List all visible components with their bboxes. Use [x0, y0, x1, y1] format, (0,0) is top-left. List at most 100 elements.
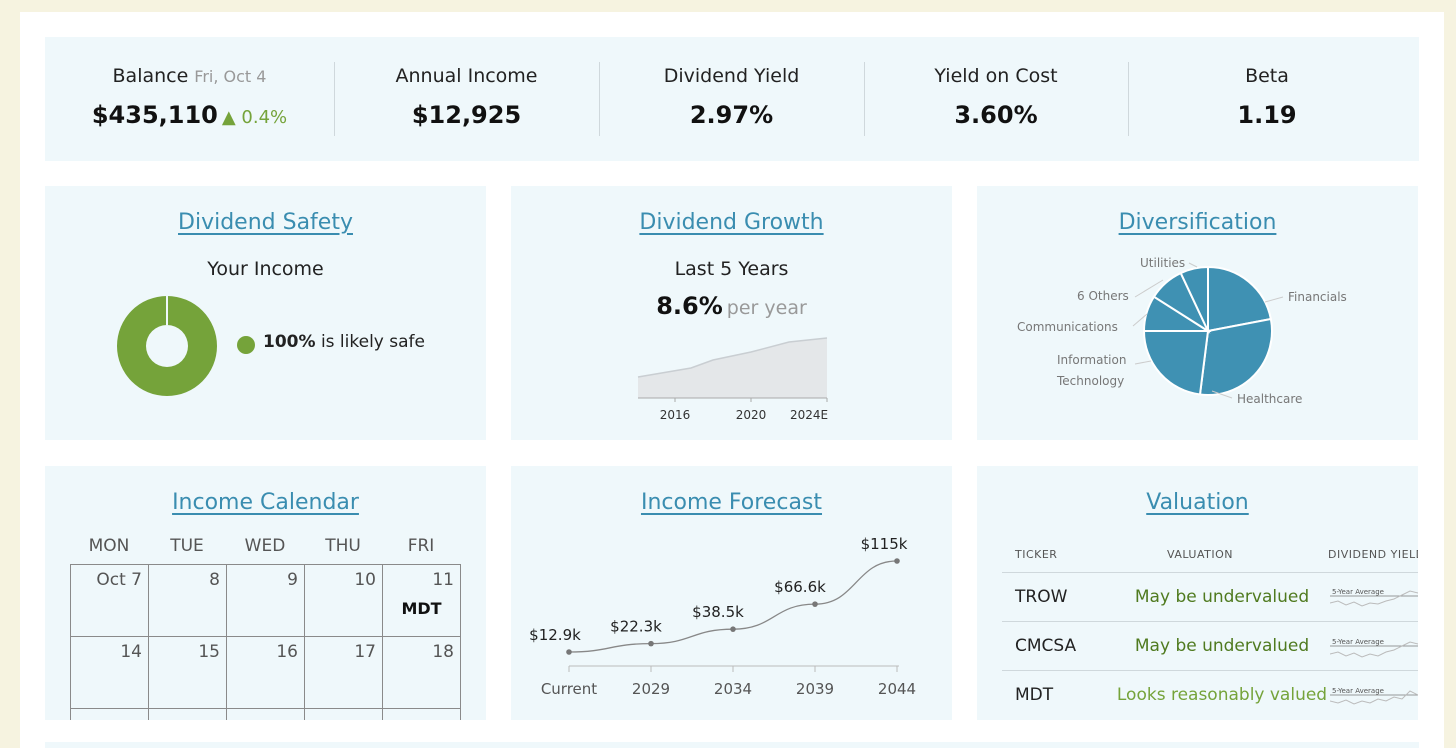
- calendar-day-cell[interactable]: 10: [305, 564, 383, 636]
- table-row[interactable]: CMCSA May be undervalued 5-Year Average: [1002, 621, 1418, 670]
- pie-slice-healthcare[interactable]: [1198, 317, 1273, 396]
- calendar-day-cell[interactable]: 17: [305, 636, 383, 708]
- dividend-safety-link[interactable]: Dividend Safety: [178, 210, 353, 235]
- calendar-day-cell[interactable]: Oct 7: [71, 564, 149, 636]
- forecast-value-label: $12.9k: [529, 626, 581, 644]
- forecast-point[interactable]: [648, 640, 654, 647]
- calendar-date: 9: [287, 570, 298, 590]
- dashboard-page: Balance Fri, Oct 4 $435,110 ▲ 0.4% Annual …: [20, 12, 1444, 748]
- annual-income-value: $12,925: [411, 101, 522, 129]
- forecast-point[interactable]: [894, 558, 900, 564]
- yield-on-cost-stat: Yield on Cost 3.60%: [864, 37, 1128, 161]
- yield-sparkline: 5-Year Average: [1330, 588, 1418, 607]
- yield-sparkline: 5-Year Average: [1330, 638, 1418, 658]
- table-row[interactable]: TROW May be undervalued 5-Year Average: [1002, 572, 1418, 621]
- pie-slices: [1142, 265, 1273, 396]
- dividend-yield-value: 2.97%: [689, 101, 774, 129]
- forecast-category-label: Current: [541, 680, 597, 698]
- safe-legend-dot: [237, 336, 255, 354]
- growth-tick-label: 2016: [660, 408, 691, 422]
- dividend-growth-link[interactable]: Dividend Growth: [639, 210, 824, 235]
- growth-area-chart: 2016 2020 2024E: [637, 337, 828, 422]
- calendar-date: 17: [354, 642, 376, 662]
- forecast-value-label: $115k: [861, 535, 908, 553]
- growth-line: [637, 337, 828, 378]
- forecast-value-label: $22.3k: [610, 618, 662, 636]
- calendar-day-cell[interactable]: [305, 708, 383, 720]
- calendar-date: 10: [354, 570, 376, 590]
- safety-donut-chart: [117, 296, 217, 396]
- calendar-date: 15: [198, 642, 220, 662]
- row-ticker[interactable]: TROW: [1015, 587, 1068, 607]
- balance-date: Fri, Oct 4: [194, 67, 267, 86]
- calendar-date: 11: [432, 570, 454, 590]
- row-ticker[interactable]: MDT: [1015, 685, 1054, 705]
- calendar-day-cell[interactable]: 11 MDT: [383, 564, 461, 636]
- spark-label: 5-Year Average: [1332, 638, 1384, 646]
- beta-value: 1.19: [1237, 101, 1297, 129]
- col-header-dividend-yield[interactable]: DIVIDEND YIELD: [1328, 548, 1418, 561]
- pie-slice-utilities[interactable]: [1179, 265, 1209, 332]
- yield-on-cost-value: 3.60%: [954, 101, 1038, 129]
- balance-change: ▲ 0.4%: [221, 107, 288, 128]
- pie-label-healthcare: Healthcare: [1237, 392, 1302, 406]
- col-header-ticker[interactable]: TICKER: [1015, 548, 1058, 561]
- forecast-marks: $12.9k Current $22.3k 2029 $38.5k 2034 $66.6k 2…: [529, 535, 916, 698]
- annual-income-stat: Annual Income $12,925: [334, 37, 599, 161]
- calendar-day-cell[interactable]: 16: [227, 636, 305, 708]
- calendar-payout-ticker[interactable]: MDT: [401, 599, 442, 618]
- valuation-link[interactable]: Valuation: [1146, 490, 1249, 515]
- forecast-value-label: $66.6k: [774, 578, 826, 596]
- divider: [334, 62, 335, 136]
- diversification-panel: Diversification Financials Healthcare In…: [977, 186, 1418, 440]
- calendar-day-cell[interactable]: 14: [71, 636, 149, 708]
- dividend-safety-panel: Dividend Safety Your Income 100% is like…: [45, 186, 486, 440]
- pie-slice-financials[interactable]: [1207, 265, 1273, 333]
- calendar-date: 16: [276, 642, 298, 662]
- dividend-yield-label: Dividend Yield: [663, 65, 800, 87]
- forecast-point[interactable]: [730, 626, 736, 632]
- table-row[interactable]: MDT Looks reasonably valued 5-Year Avera…: [1002, 670, 1418, 719]
- income-calendar-panel: Income Calendar MON TUE WED THU FRI Oct …: [45, 466, 486, 720]
- safety-donut-slice: [117, 296, 217, 396]
- row-valuation: Looks reasonably valued: [1116, 685, 1328, 705]
- calendar-day-cell[interactable]: [383, 708, 461, 720]
- diversification-link[interactable]: Diversification: [1118, 210, 1277, 235]
- day-header-tue: TUE: [170, 536, 204, 556]
- income-forecast-chart: $12.9k Current $22.3k 2029 $38.5k 2034 $66.6k 2…: [529, 535, 916, 698]
- pie-slice-information-technology[interactable]: [1142, 330, 1210, 396]
- balance-value: $435,110: [91, 101, 218, 129]
- beta-label: Beta: [1245, 65, 1289, 87]
- row-ticker[interactable]: CMCSA: [1015, 636, 1077, 656]
- yield-sparkline: 5-Year Average: [1330, 687, 1418, 705]
- forecast-point[interactable]: [812, 601, 818, 607]
- pie-label-information-technology: Information Technology: [1056, 353, 1130, 388]
- day-header-mon: MON: [88, 536, 130, 556]
- divider: [599, 62, 600, 136]
- income-forecast-panel: Income Forecast $12.9k Current $22.3k 2029 $…: [511, 466, 952, 720]
- forecast-point[interactable]: [566, 649, 572, 655]
- pie-label-financials: Financials: [1288, 290, 1347, 304]
- growth-rate-value: 8.6%: [656, 292, 723, 320]
- income-forecast-link[interactable]: Income Forecast: [640, 490, 823, 515]
- income-calendar-link[interactable]: Income Calendar: [172, 490, 359, 515]
- calendar-date: Oct 7: [96, 570, 142, 590]
- calendar-day-cell[interactable]: [227, 708, 305, 720]
- calendar-day-cell[interactable]: 18: [383, 636, 461, 708]
- calendar-day-cell[interactable]: 9: [227, 564, 305, 636]
- calendar-date: 8: [209, 570, 220, 590]
- dividend-growth-panel: Dividend Growth Last 5 Years 8.6% per yea…: [511, 186, 952, 440]
- growth-tick-label: 2024E: [790, 408, 828, 422]
- calendar-day-cell[interactable]: [71, 708, 149, 720]
- pie-label-utilities: Utilities: [1140, 256, 1185, 270]
- calendar-date: 18: [432, 642, 454, 662]
- forecast-line: [568, 560, 898, 653]
- dividend-yield-stat: Dividend Yield 2.97%: [599, 37, 864, 161]
- calendar-day-cell[interactable]: 8: [149, 564, 227, 636]
- calendar-day-cell[interactable]: [149, 708, 227, 720]
- forecast-category-label: 2029: [632, 680, 670, 698]
- diversification-pie-chart: Financials Healthcare Information Techno…: [1017, 256, 1347, 406]
- col-header-valuation[interactable]: VALUATION: [1167, 548, 1233, 561]
- valuation-panel: Valuation TICKER VALUATION DIVIDEND YIEL…: [977, 466, 1418, 720]
- calendar-day-cell[interactable]: 15: [149, 636, 227, 708]
